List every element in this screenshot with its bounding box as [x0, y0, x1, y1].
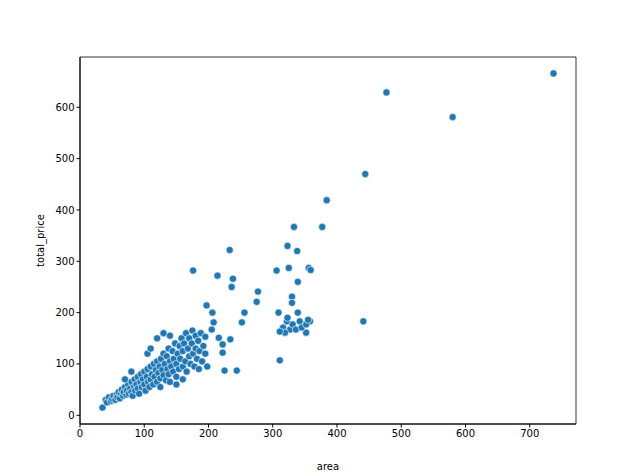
svg-text:600: 600 [55, 102, 74, 113]
svg-text:total_price: total_price [35, 214, 47, 267]
svg-text:300: 300 [263, 428, 282, 439]
svg-text:500: 500 [55, 153, 74, 164]
svg-text:200: 200 [55, 307, 74, 318]
svg-text:area: area [317, 461, 339, 472]
svg-text:200: 200 [199, 428, 218, 439]
svg-text:100: 100 [55, 358, 74, 369]
svg-text:600: 600 [456, 428, 475, 439]
svg-text:100: 100 [135, 428, 154, 439]
svg-text:0: 0 [68, 410, 74, 421]
svg-text:300: 300 [55, 256, 74, 267]
svg-text:0: 0 [77, 428, 83, 439]
svg-text:400: 400 [327, 428, 346, 439]
svg-text:700: 700 [520, 428, 539, 439]
svg-text:400: 400 [55, 205, 74, 216]
svg-text:500: 500 [392, 428, 411, 439]
